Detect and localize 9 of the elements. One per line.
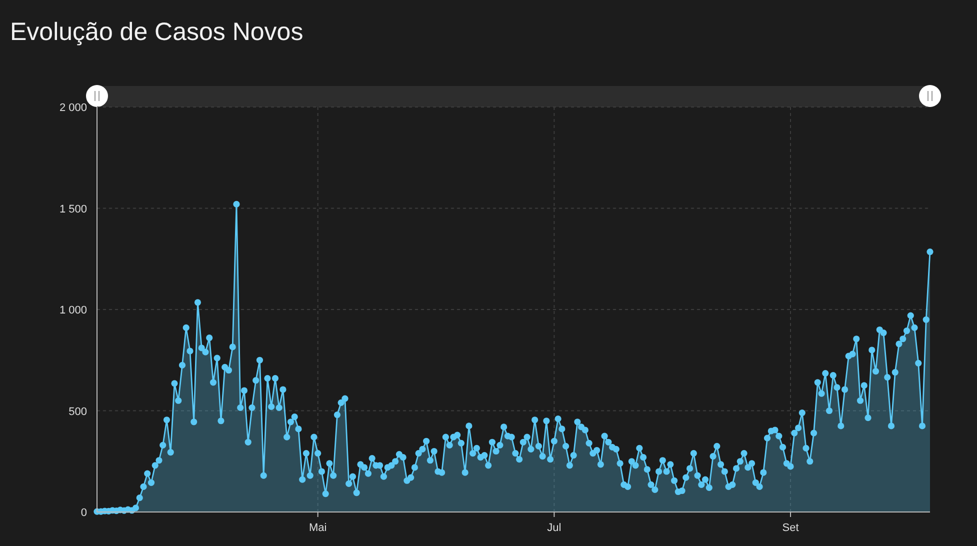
y-tick-label: 1 500	[59, 203, 87, 216]
x-tick-label: Set	[782, 522, 799, 534]
x-tick-label: Jul	[547, 522, 562, 534]
y-tick-label: 2 000	[59, 102, 87, 114]
y-tick-label: 1 000	[59, 304, 87, 316]
y-tick-label: 500	[68, 406, 87, 418]
chart-title: Evolução de Casos Novos	[10, 18, 304, 46]
x-tick-label: Mai	[308, 522, 327, 534]
y-tick-label: 0	[80, 507, 87, 519]
